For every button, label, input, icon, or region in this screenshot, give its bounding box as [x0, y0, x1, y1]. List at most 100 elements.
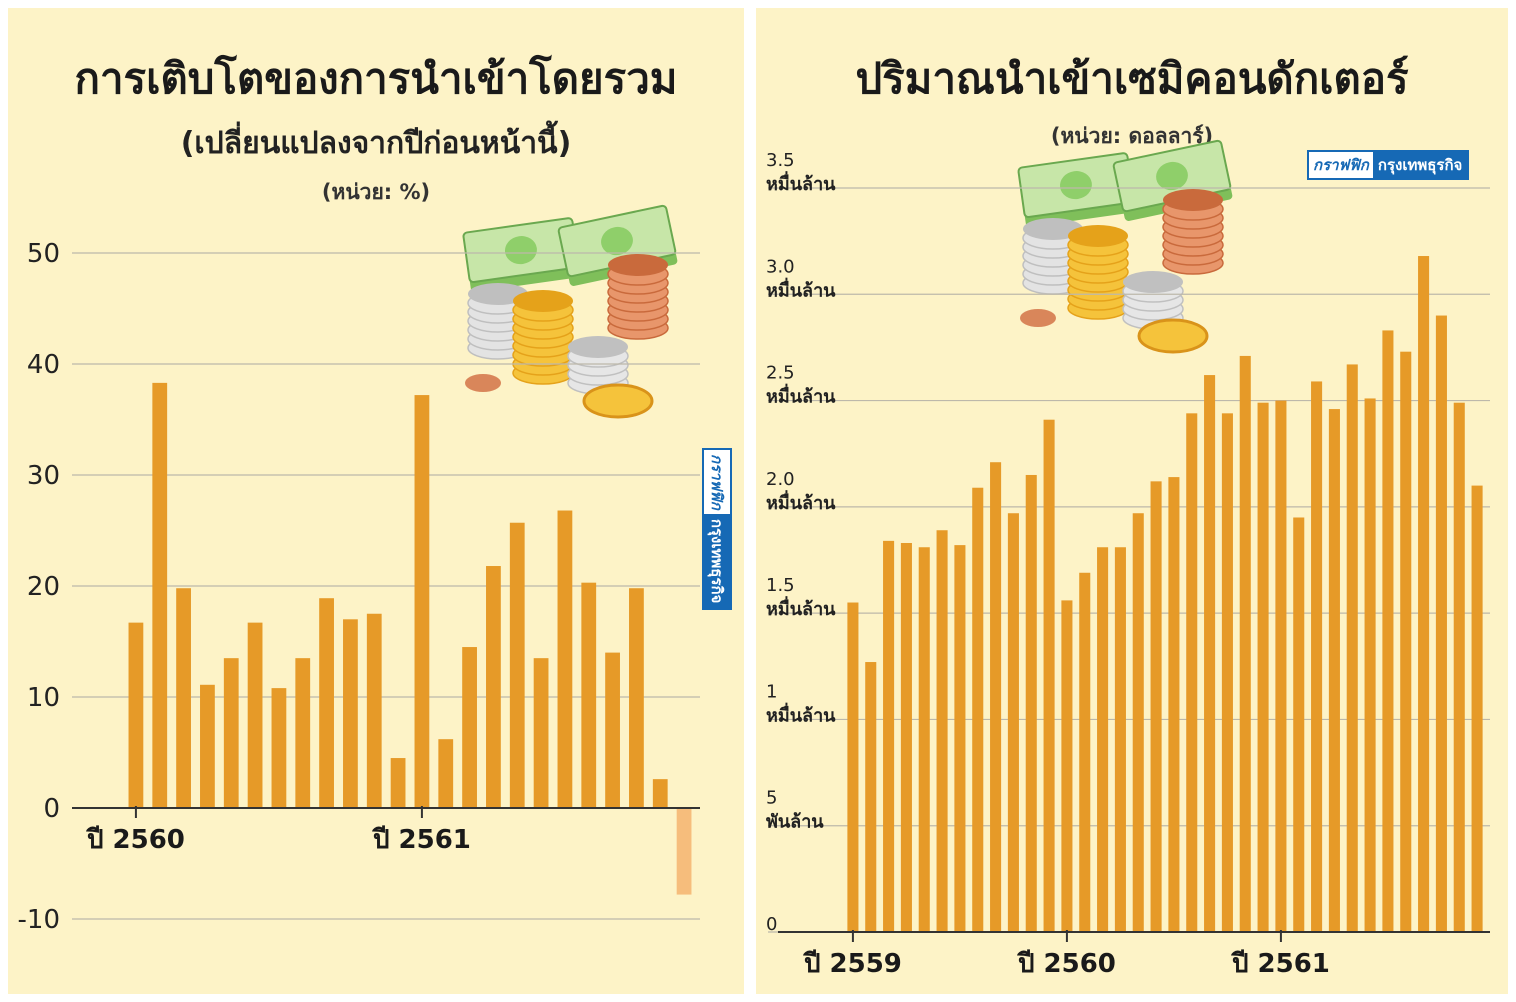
bar — [295, 658, 311, 808]
badge-publisher-label: กรุงเทพธุรกิจ — [1372, 152, 1468, 178]
coin-top — [1068, 225, 1128, 247]
coin-stack-icon — [1162, 189, 1224, 275]
y-tick-label: 2.0 — [766, 469, 795, 490]
bar — [1257, 402, 1269, 932]
banknote-portrait — [1059, 171, 1092, 200]
bar — [883, 540, 895, 932]
x-tick-label: ปี 2560 — [86, 825, 185, 855]
badge-graphic-label: กราฟฟิก — [1309, 152, 1373, 178]
coin-top — [568, 336, 628, 358]
bar — [1204, 375, 1216, 932]
y-tick-label: -10 — [18, 905, 60, 935]
y-tick-unit-label: หมื่นล้าน — [766, 702, 836, 726]
bar — [1435, 315, 1447, 932]
single-coin-icon — [1137, 318, 1209, 354]
bar — [990, 462, 1002, 932]
bar — [343, 619, 358, 808]
banknote-portrait — [504, 236, 537, 265]
left-bar-chart: -10 0 10 20 30 40 50 ปี 2560 ปี 2561 — [18, 204, 700, 935]
bar — [1168, 477, 1180, 932]
bar — [1239, 355, 1251, 933]
bar — [271, 688, 287, 808]
money-stack-icon — [1017, 139, 1233, 354]
banknote-icon — [462, 217, 580, 292]
right-chart-unit: (หน่วย: ดอลลาร์) — [1050, 124, 1214, 148]
coin-stack-icon — [1067, 225, 1129, 320]
bar — [581, 582, 597, 808]
bar — [605, 652, 620, 808]
bar — [1043, 419, 1055, 932]
bar — [1007, 513, 1019, 932]
bar — [223, 658, 239, 808]
bar — [1079, 572, 1091, 932]
bar — [1311, 381, 1323, 932]
y-tick-label: 20 — [27, 572, 60, 602]
coin-top — [1023, 218, 1083, 240]
right-bar-chart: 05พันล้าน1หมื่นล้าน1.5หมื่นล้าน2.0หมื่นล… — [766, 139, 1490, 979]
bar — [900, 542, 912, 932]
x-tick-label: ปี 2561 — [372, 825, 471, 855]
right-graphic-credit-badge: กราฟฟิก กรุงเทพธุรกิจ — [1307, 150, 1470, 180]
bar — [200, 684, 215, 808]
bar — [1471, 485, 1483, 932]
bar — [1328, 409, 1340, 932]
bar — [438, 739, 454, 808]
x-tick-label: ปี 2560 — [1017, 949, 1116, 979]
bar — [1132, 513, 1144, 932]
left-graphic-credit-badge: กราฟฟิก กรุงเทพธุรกิจ — [702, 448, 732, 611]
bar — [1364, 398, 1376, 933]
y-tick-label: 3.0 — [766, 256, 795, 277]
left-chart-unit: (หน่วย: %) — [321, 180, 431, 204]
y-tick-label: 0 — [766, 914, 777, 935]
x-tick-label: ปี 2561 — [1231, 949, 1330, 979]
y-tick-label: 1 — [766, 681, 777, 702]
left-chart-panel: การเติบโตของการนำเข้าโดยรวม (เปลี่ยนแปลง… — [8, 8, 744, 994]
bar — [247, 622, 263, 808]
y-tick-unit-label: พันล้าน — [766, 812, 824, 833]
y-tick-unit-label: หมื่นล้าน — [766, 490, 836, 514]
bar — [1097, 547, 1109, 932]
coin-top — [1123, 271, 1183, 293]
coin-stack-icon — [567, 336, 629, 395]
copper-coin-icon — [1020, 309, 1056, 327]
bar — [1346, 364, 1358, 932]
bar — [1418, 256, 1430, 933]
bar — [1114, 547, 1126, 932]
coin-stack-icon — [512, 290, 574, 385]
y-tick-label: 0 — [43, 794, 60, 824]
bar — [414, 395, 430, 808]
money-stack-icon — [462, 204, 678, 419]
y-tick-label: 5 — [766, 788, 777, 809]
coin-stack-icon — [607, 254, 669, 340]
bar — [865, 662, 877, 932]
bar — [509, 522, 525, 808]
coin-top — [513, 290, 573, 312]
bar — [629, 588, 644, 808]
x-tick-label: ปี 2559 — [803, 949, 902, 979]
banknote-icon — [1017, 152, 1135, 227]
coin-top — [468, 283, 528, 305]
bar — [557, 510, 573, 808]
y-tick-label: 2.5 — [766, 363, 795, 384]
y-tick-label: 10 — [27, 683, 60, 713]
bar — [319, 598, 334, 808]
right-chart-panel: ปริมาณนำเข้าเซมิคอนดักเตอร์ (หน่วย: ดอลล… — [756, 8, 1508, 994]
bar — [847, 602, 859, 932]
y-tick-unit-label: หมื่นล้าน — [766, 596, 836, 620]
bar — [676, 808, 692, 895]
copper-coin-icon — [465, 374, 501, 392]
bar — [486, 566, 501, 808]
bar — [533, 658, 549, 808]
bar — [1382, 330, 1394, 932]
bar — [1400, 351, 1412, 932]
bar — [918, 547, 930, 932]
y-tick-label: 3.5 — [766, 150, 795, 171]
bar — [1025, 474, 1037, 932]
coin-top — [1163, 189, 1223, 211]
y-tick-unit-label: หมื่นล้าน — [766, 384, 836, 408]
bar — [462, 647, 477, 808]
left-chart-subtitle: (เปลี่ยนแปลงจากปีก่อนหน้านี้) — [180, 126, 572, 161]
y-tick-unit-label: หมื่นล้าน — [766, 171, 836, 195]
banknote-portrait — [1156, 161, 1188, 191]
bar — [366, 613, 382, 808]
